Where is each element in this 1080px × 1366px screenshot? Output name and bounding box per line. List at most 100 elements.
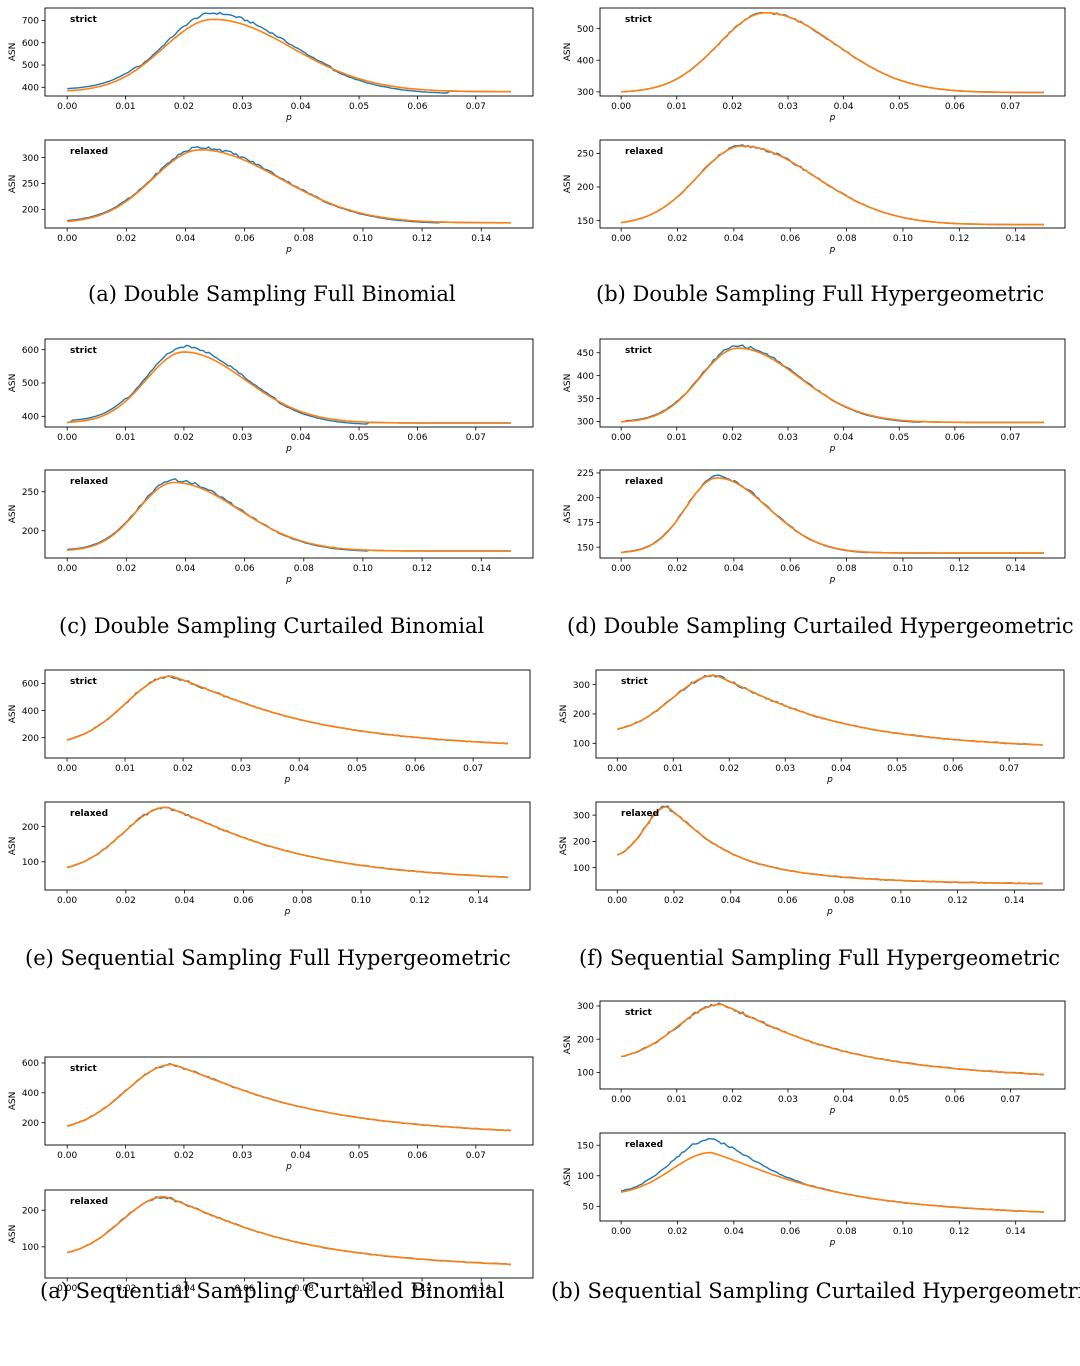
- x-tick-label: 0.06: [405, 764, 425, 774]
- empirical-curve: [67, 146, 511, 224]
- y-tick-label: 100: [577, 1172, 594, 1182]
- y-axis-label: ASN: [8, 43, 18, 62]
- x-tick-label: 0.00: [57, 234, 77, 244]
- x-tick-label: 0.00: [57, 1151, 77, 1161]
- x-tick-label: 0.06: [945, 1095, 965, 1105]
- y-axis-label: ASN: [8, 1225, 18, 1244]
- y-tick-label: 200: [22, 206, 39, 216]
- y-tick-label: 300: [577, 418, 594, 428]
- x-tick-label: 0.05: [349, 433, 369, 443]
- plot-frame: [595, 669, 1065, 759]
- plot-frame: [599, 1132, 1066, 1222]
- subplot-strict: 0.00 0.01 0.02 0.03 0.04 0.05 0.06 0.07 300 400 50…: [563, 7, 1066, 123]
- subplot-strict: 0.00 0.01 0.02 0.03 0.04 0.05 0.06 0.07 400 500 60…: [8, 7, 534, 123]
- x-tick-label: 0.03: [232, 102, 252, 112]
- panel-label: relaxed: [625, 147, 663, 157]
- y-axis-label: ASN: [563, 175, 573, 194]
- x-tick-label: 0.06: [235, 1284, 255, 1294]
- fitted-curve: [621, 145, 1044, 226]
- x-tick-label: 0.04: [834, 433, 854, 443]
- x-tick-label: 0.06: [235, 234, 255, 244]
- panel-label: relaxed: [70, 477, 108, 487]
- x-tick-label: 0.06: [945, 102, 965, 112]
- plot-frame: [599, 469, 1066, 559]
- x-tick-label: 0.02: [667, 564, 687, 574]
- x-tick-label: 0.03: [778, 1095, 798, 1105]
- x-tick-label: 0.00: [611, 564, 631, 574]
- x-axis-label: p: [284, 775, 291, 785]
- panel-label: strict: [70, 15, 98, 25]
- x-tick-label: 0.02: [719, 764, 739, 774]
- fitted-curve: [616, 806, 1043, 885]
- x-tick-label: 0.12: [948, 896, 968, 906]
- x-tick-label: 0.00: [57, 102, 77, 112]
- x-tick-label: 0.06: [943, 764, 963, 774]
- x-tick-label: 0.03: [778, 102, 798, 112]
- x-tick-label: 0.01: [667, 1095, 687, 1105]
- x-tick-label: 0.04: [721, 896, 741, 906]
- x-tick-label: 0.08: [837, 564, 857, 574]
- fitted-curve: [621, 12, 1044, 94]
- fitted-curve: [621, 347, 1044, 424]
- y-tick-label: 400: [577, 372, 594, 382]
- x-tick-label: 0.08: [294, 234, 314, 244]
- y-tick-label: 150: [577, 217, 594, 227]
- x-tick-label: 0.06: [945, 433, 965, 443]
- plot-frame: [599, 1000, 1066, 1090]
- x-tick-label: 0.04: [175, 234, 195, 244]
- subplot-strict: 0.00 0.01 0.02 0.03 0.04 0.05 0.06 0.07 200 400 60…: [8, 669, 531, 785]
- subplot-relaxed: 0.00 0.02 0.04 0.06 0.08 0.10 0.12 0.14 100 200 30…: [559, 801, 1065, 917]
- x-tick-label: 0.05: [889, 433, 909, 443]
- x-tick-label: 0.07: [466, 102, 486, 112]
- x-tick-label: 0.04: [724, 1227, 744, 1237]
- subfigure-caption: (c) Double Sampling Curtailed Binomial: [59, 614, 485, 638]
- x-tick-label: 0.06: [407, 433, 427, 443]
- empirical-curve: [67, 344, 511, 425]
- x-tick-label: 0.12: [412, 1284, 432, 1294]
- x-tick-label: 0.10: [893, 564, 913, 574]
- x-tick-label: 0.14: [471, 1284, 491, 1294]
- x-tick-label: 0.04: [175, 564, 195, 574]
- y-tick-label: 600: [22, 1059, 39, 1069]
- x-axis-label: p: [285, 1162, 292, 1172]
- panel-label: strict: [625, 1008, 653, 1018]
- subplot-strict: 0.00 0.01 0.02 0.03 0.04 0.05 0.06 0.07 100 200 30…: [563, 1000, 1066, 1116]
- empirical-curve: [66, 675, 509, 745]
- x-tick-label: 0.01: [115, 764, 135, 774]
- fitted-curve: [67, 1195, 511, 1266]
- x-tick-label: 0.08: [292, 896, 312, 906]
- x-tick-label: 0.00: [57, 1284, 77, 1294]
- plot-frame: [44, 1189, 534, 1279]
- plot-frame: [44, 338, 534, 428]
- x-tick-label: 0.03: [232, 1151, 252, 1161]
- x-tick-label: 0.03: [231, 764, 251, 774]
- x-tick-label: 0.07: [466, 433, 486, 443]
- y-tick-label: 200: [577, 1035, 594, 1045]
- fitted-curve: [67, 481, 511, 552]
- fitted-curve: [620, 1003, 1044, 1076]
- x-tick-label: 0.05: [887, 764, 907, 774]
- x-tick-label: 0.02: [174, 433, 194, 443]
- y-tick-label: 600: [22, 346, 39, 356]
- panel-label: strict: [70, 677, 98, 687]
- x-axis-label: p: [285, 1295, 292, 1305]
- subfigure-caption: (e) Sequential Sampling Full Hypergeomet…: [25, 946, 511, 970]
- x-tick-label: 0.04: [724, 564, 744, 574]
- subplot-relaxed: 0.00 0.02 0.04 0.06 0.08 0.10 0.12 0.14 200 250 p A…: [8, 469, 534, 585]
- fitted-curve: [66, 806, 509, 879]
- x-axis-label: p: [285, 575, 292, 585]
- y-tick-label: 100: [573, 740, 590, 750]
- x-tick-label: 0.06: [235, 564, 255, 574]
- x-tick-label: 0.02: [116, 1284, 136, 1294]
- subfigure-caption: (b) Sequential Sampling Curtailed Hyperg…: [551, 1279, 1080, 1303]
- x-tick-label: 0.04: [834, 1095, 854, 1105]
- y-tick-label: 500: [22, 379, 39, 389]
- subfigure-caption: (d) Double Sampling Curtailed Hypergeome…: [567, 614, 1074, 638]
- x-tick-label: 0.12: [412, 234, 432, 244]
- x-axis-label: p: [829, 1238, 836, 1248]
- x-tick-label: 0.06: [777, 896, 797, 906]
- y-tick-label: 250: [577, 150, 594, 160]
- empirical-curve: [616, 674, 1043, 746]
